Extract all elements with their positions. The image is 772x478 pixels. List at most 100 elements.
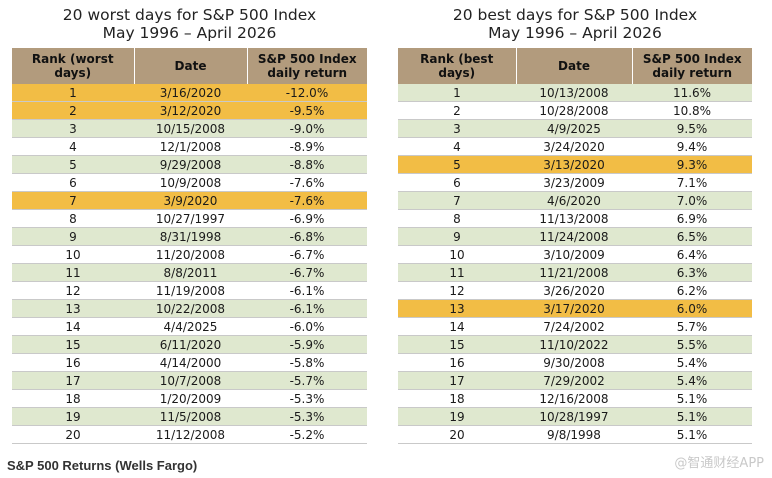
rank-cell: 3 — [398, 119, 516, 138]
date-cell: 3/13/2020 — [516, 155, 632, 174]
rank-cell: 1 — [398, 84, 516, 102]
table-row: 18 1/20/2009 -5.3% — [12, 389, 367, 408]
date-cell: 4/6/2020 — [516, 191, 632, 210]
table-row: 5 3/13/2020 9.3% — [398, 155, 752, 174]
date-cell: 10/28/2008 — [516, 101, 632, 120]
date-cell: 11/13/2008 — [516, 209, 632, 228]
date-cell: 12/1/2008 — [134, 137, 247, 156]
rank-cell: 20 — [12, 425, 134, 444]
table-row: 12 3/26/2020 6.2% — [398, 281, 752, 300]
return-cell: 5.1% — [632, 425, 752, 444]
date-cell: 7/24/2002 — [516, 317, 632, 336]
table-row: 11 11/21/2008 6.3% — [398, 263, 752, 282]
rank-cell: 11 — [398, 263, 516, 282]
rank-cell: 11 — [12, 263, 134, 282]
date-cell: 3/23/2009 — [516, 173, 632, 192]
rank-cell: 19 — [398, 407, 516, 426]
table-row: 14 7/24/2002 5.7% — [398, 317, 752, 336]
return-cell: -6.7% — [247, 245, 367, 264]
table-row: 6 3/23/2009 7.1% — [398, 173, 752, 192]
return-cell: 6.9% — [632, 209, 752, 228]
date-cell: 11/24/2008 — [516, 227, 632, 246]
rank-cell: 17 — [12, 371, 134, 390]
rank-cell: 10 — [398, 245, 516, 264]
date-cell: 11/19/2008 — [134, 281, 247, 300]
date-cell: 9/8/1998 — [516, 425, 632, 444]
worst-days-subtitle: May 1996 – April 2026 — [102, 24, 277, 42]
date-cell: 11/12/2008 — [134, 425, 247, 444]
table-row: 18 12/16/2008 5.1% — [398, 389, 752, 408]
date-cell: 9/30/2008 — [516, 353, 632, 372]
table-row: 4 12/1/2008 -8.9% — [12, 137, 367, 156]
return-cell: 6.4% — [632, 245, 752, 264]
return-cell: -5.8% — [247, 353, 367, 372]
table-row: 7 3/9/2020 -7.6% — [12, 191, 367, 210]
date-cell: 3/16/2020 — [134, 84, 247, 102]
date-cell: 10/15/2008 — [134, 119, 247, 138]
date-cell: 11/10/2022 — [516, 335, 632, 354]
return-cell: -6.1% — [247, 299, 367, 318]
date-cell: 10/28/1997 — [516, 407, 632, 426]
table-row: 2 3/12/2020 -9.5% — [12, 101, 367, 120]
rank-cell: 10 — [12, 245, 134, 264]
best-date-header: Date — [516, 48, 633, 84]
return-cell: 5.5% — [632, 335, 752, 354]
table-row: 4 3/24/2020 9.4% — [398, 137, 752, 156]
rank-cell: 14 — [12, 317, 134, 336]
rank-cell: 19 — [12, 407, 134, 426]
table-row: 1 3/16/2020 -12.0% — [12, 84, 367, 102]
return-cell: -6.7% — [247, 263, 367, 282]
date-cell: 8/8/2011 — [134, 263, 247, 282]
rank-cell: 18 — [12, 389, 134, 408]
table-row: 8 11/13/2008 6.9% — [398, 209, 752, 228]
rank-cell: 6 — [398, 173, 516, 192]
rank-cell: 8 — [12, 209, 134, 228]
rank-cell: 12 — [398, 281, 516, 300]
rank-cell: 6 — [12, 173, 134, 192]
return-cell: 9.4% — [632, 137, 752, 156]
table-row: 17 7/29/2002 5.4% — [398, 371, 752, 390]
table-row: 10 3/10/2009 6.4% — [398, 245, 752, 264]
table-row: 12 11/19/2008 -6.1% — [12, 281, 367, 300]
return-cell: -7.6% — [247, 173, 367, 192]
table-row: 14 4/4/2025 -6.0% — [12, 317, 367, 336]
return-cell: -7.6% — [247, 191, 367, 210]
table-row: 3 4/9/2025 9.5% — [398, 119, 752, 138]
rank-cell: 4 — [12, 137, 134, 156]
rank-cell: 16 — [12, 353, 134, 372]
rank-cell: 13 — [398, 299, 516, 318]
worst-days-panel: 20 worst days for S&P 500 Index May 1996… — [12, 6, 367, 444]
best-days-subtitle: May 1996 – April 2026 — [488, 24, 662, 42]
rank-cell: 12 — [12, 281, 134, 300]
return-cell: 5.4% — [632, 371, 752, 390]
table-row: 2 10/28/2008 10.8% — [398, 101, 752, 120]
date-cell: 3/12/2020 — [134, 101, 247, 120]
return-cell: 9.5% — [632, 119, 752, 138]
worst-days-table: Rank (worst days) Date S&P 500 Index dai… — [12, 48, 367, 444]
rank-cell: 9 — [398, 227, 516, 246]
table-row: 6 10/9/2008 -7.6% — [12, 173, 367, 192]
return-cell: -9.0% — [247, 119, 367, 138]
table-row: 19 11/5/2008 -5.3% — [12, 407, 367, 426]
date-cell: 12/16/2008 — [516, 389, 632, 408]
worst-days-title: 20 worst days for S&P 500 Index — [62, 6, 317, 24]
date-cell: 8/31/1998 — [134, 227, 247, 246]
table-row: 20 11/12/2008 -5.2% — [12, 425, 367, 444]
table-row: 10 11/20/2008 -6.7% — [12, 245, 367, 264]
table-row: 9 11/24/2008 6.5% — [398, 227, 752, 246]
return-cell: 5.1% — [632, 389, 752, 408]
date-cell: 10/27/1997 — [134, 209, 247, 228]
return-cell: 9.3% — [632, 155, 752, 174]
return-cell: 6.5% — [632, 227, 752, 246]
date-cell: 11/21/2008 — [516, 263, 632, 282]
rank-cell: 9 — [12, 227, 134, 246]
table-row: 1 10/13/2008 11.6% — [398, 84, 752, 102]
return-cell: 5.7% — [632, 317, 752, 336]
date-cell: 6/11/2020 — [134, 335, 247, 354]
return-cell: 7.1% — [632, 173, 752, 192]
rank-cell: 4 — [398, 137, 516, 156]
rank-cell: 7 — [12, 191, 134, 210]
return-cell: -8.8% — [247, 155, 367, 174]
return-cell: 6.2% — [632, 281, 752, 300]
return-cell: -6.8% — [247, 227, 367, 246]
